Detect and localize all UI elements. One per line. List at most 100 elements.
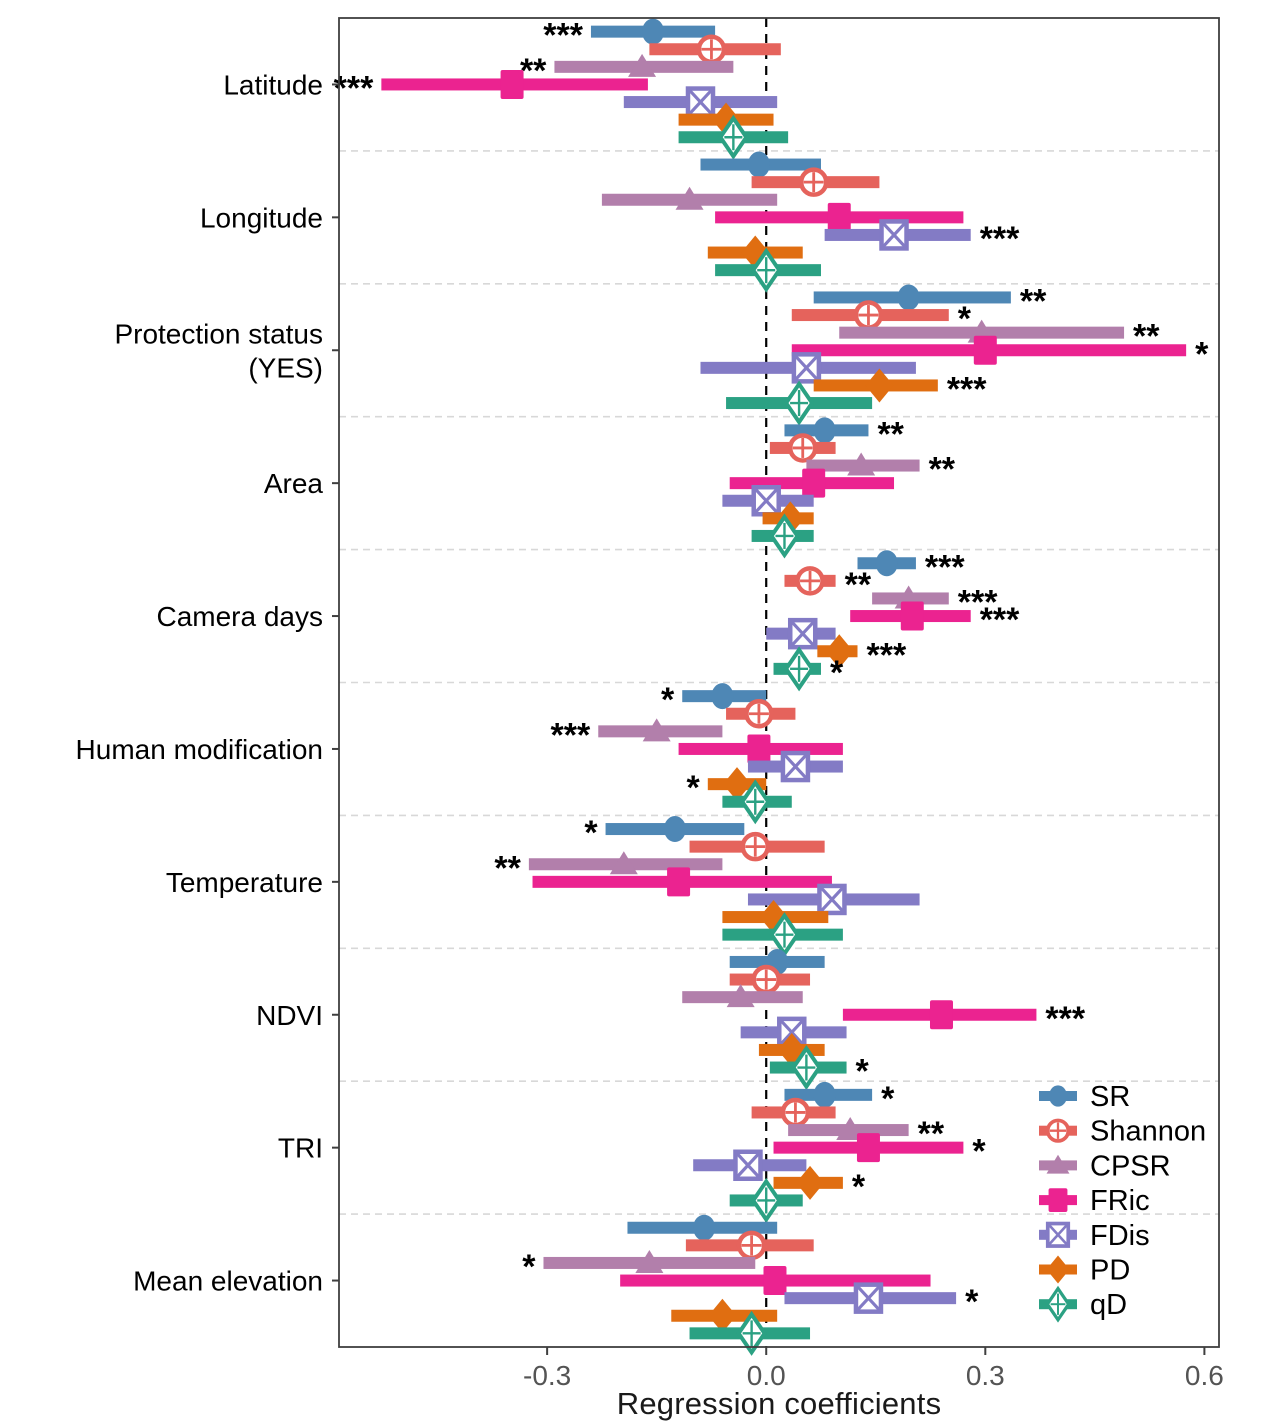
marker-qD — [783, 380, 815, 426]
legend-item-CPSR: CPSR — [1039, 1150, 1171, 1182]
significance-stars: * — [965, 1283, 979, 1321]
marker-FDis — [780, 750, 811, 783]
marker-FRic — [500, 69, 524, 99]
legend-key-marker-CPSR — [1046, 1154, 1070, 1174]
y-axis-label: TRI — [278, 1133, 323, 1164]
significance-stars: * — [852, 1168, 866, 1206]
predictor-group-9: ** — [522, 1214, 979, 1356]
marker-FRic — [856, 1133, 880, 1163]
significance-stars: * — [661, 681, 675, 719]
legend-item-Shannon: Shannon — [1039, 1116, 1206, 1148]
predictor-group-6: *** — [494, 814, 920, 958]
predictor-group-4: ***** ********** — [766, 548, 1020, 692]
legend-label: FDis — [1090, 1220, 1150, 1252]
significance-stars: ** — [929, 451, 956, 489]
x-axis-tick-label: 0.6 — [1185, 1360, 1224, 1391]
marker-PD — [796, 1165, 825, 1200]
marker-PD — [708, 1298, 737, 1333]
marker-FDis — [791, 352, 822, 384]
marker-PD — [865, 368, 894, 403]
marker-SR — [813, 417, 836, 444]
marker-qD — [769, 513, 800, 559]
y-axis-label: Area — [264, 468, 324, 499]
marker-qD — [750, 1177, 782, 1223]
marker-qD — [739, 779, 771, 825]
significance-stars: *** — [543, 17, 583, 55]
marker-FRic — [900, 601, 924, 631]
marker-FDis — [733, 1149, 763, 1181]
marker-PD — [825, 634, 854, 669]
marker-FRic — [973, 335, 997, 365]
predictor-group-5: ***** — [551, 681, 843, 825]
marker-SR — [663, 816, 686, 843]
significance-stars: * — [584, 814, 598, 852]
x-axis-tick-label: 0.0 — [747, 1360, 786, 1391]
marker-Shannon — [696, 34, 727, 64]
legend-key-marker-qD — [1045, 1285, 1071, 1323]
marker-FRic — [802, 468, 826, 498]
legend-item-FRic: FRic — [1039, 1185, 1150, 1217]
significance-stars: * — [856, 1053, 870, 1091]
marker-FRic — [929, 1000, 953, 1030]
significance-stars: ** — [1020, 282, 1047, 320]
significance-stars: * — [881, 1080, 895, 1118]
marker-qD — [790, 1045, 822, 1091]
significance-stars: ** — [877, 415, 904, 453]
legend-label: SR — [1090, 1081, 1130, 1113]
marker-qD — [717, 114, 749, 160]
significance-stars: *** — [947, 370, 987, 408]
legend-key-marker-FDis — [1045, 1221, 1071, 1248]
y-axis-label: Longitude — [200, 202, 323, 233]
x-axis-title: Regression coefficients — [616, 1386, 942, 1421]
significance-stars: *** — [980, 601, 1020, 639]
marker-FRic — [667, 867, 691, 897]
y-axis-label: NDVI — [256, 1000, 323, 1031]
marker-FRic — [763, 1266, 787, 1296]
predictor-group-0: ******** — [334, 17, 789, 160]
y-axis-label: (YES) — [248, 352, 323, 383]
significance-stars: *** — [980, 220, 1020, 258]
marker-CPSR — [726, 984, 755, 1008]
marker-FDis — [685, 86, 716, 118]
marker-CPSR — [609, 851, 638, 875]
significance-stars: * — [522, 1248, 536, 1286]
marker-SR — [875, 550, 898, 577]
significance-stars: *** — [334, 69, 374, 107]
significance-stars: *** — [867, 636, 907, 674]
predictor-group-2: *** ** **** — [700, 282, 1209, 426]
marker-qD — [736, 1310, 768, 1356]
marker-CPSR — [642, 718, 671, 742]
legend-item-FDis: FDis — [1039, 1220, 1150, 1252]
significance-stars: * — [1195, 335, 1209, 373]
marker-CPSR — [635, 1249, 664, 1273]
significance-stars: * — [972, 1133, 986, 1171]
marker-PD — [723, 767, 752, 802]
marker-SR — [897, 284, 920, 311]
marker-Shannon — [744, 699, 774, 729]
marker-CPSR — [628, 53, 657, 77]
panel-border — [338, 17, 1220, 1348]
legend-key-marker-SR — [1048, 1085, 1068, 1107]
y-axis-label: Protection status — [114, 318, 323, 349]
marker-Shannon — [787, 433, 818, 463]
legend-item-PD: PD — [1039, 1255, 1130, 1287]
marker-Shannon — [780, 1097, 811, 1128]
marker-qD — [783, 646, 815, 692]
predictor-group-3: ** ** — [722, 415, 956, 559]
marker-SR — [693, 1214, 716, 1241]
predictor-group-7: **** — [682, 948, 1086, 1091]
marker-SR — [813, 1081, 836, 1108]
marker-Shannon — [736, 1230, 767, 1261]
marker-FDis — [853, 1282, 884, 1314]
legend-key-marker-PD — [1046, 1255, 1070, 1284]
legend-item-SR: SR — [1039, 1081, 1130, 1113]
marker-Shannon — [795, 566, 825, 596]
y-axis-label: Camera days — [156, 601, 323, 632]
legend-label: CPSR — [1090, 1150, 1171, 1182]
marker-FDis — [817, 883, 847, 916]
significance-stars: *** — [551, 716, 591, 754]
marker-qD — [750, 247, 782, 293]
